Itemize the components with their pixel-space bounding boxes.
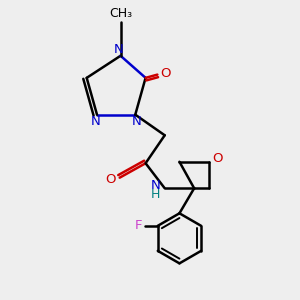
- Text: N: N: [151, 179, 161, 192]
- Text: CH₃: CH₃: [109, 7, 132, 20]
- Text: N: N: [91, 115, 101, 128]
- Text: O: O: [212, 152, 222, 165]
- Text: O: O: [106, 173, 116, 186]
- Text: N: N: [132, 115, 141, 128]
- Text: F: F: [135, 219, 142, 232]
- Text: N: N: [114, 43, 124, 56]
- Text: H: H: [151, 188, 160, 201]
- Text: O: O: [160, 67, 171, 80]
